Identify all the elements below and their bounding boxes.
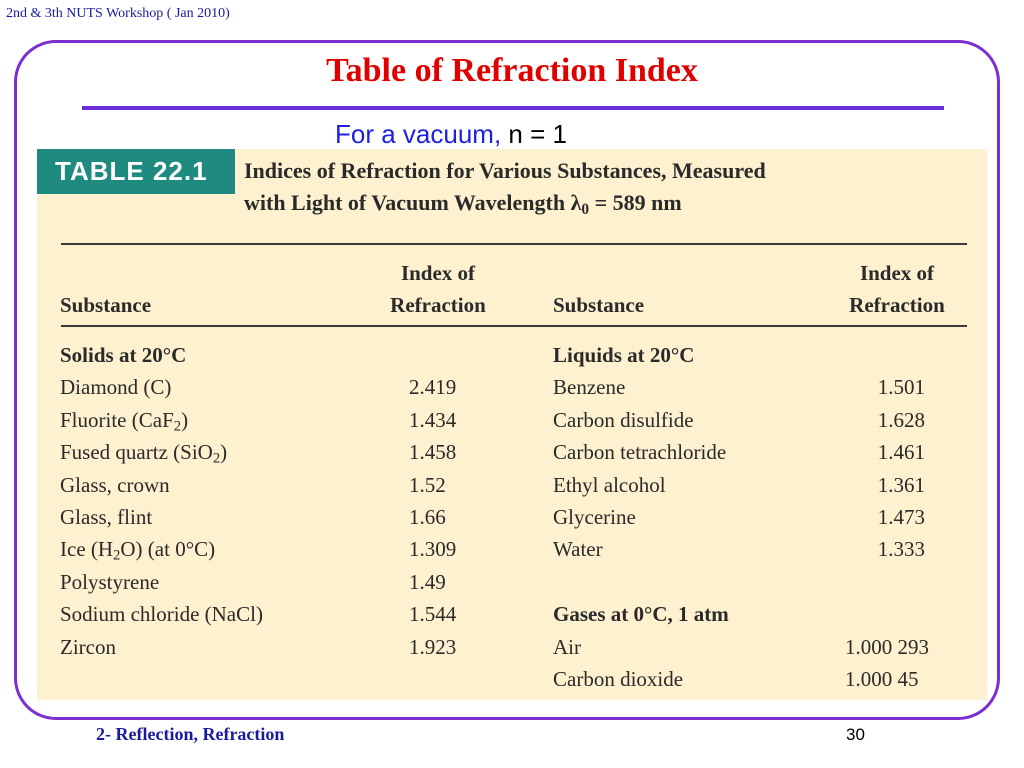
title-underline [82, 106, 944, 110]
column-header-index-left-line1: Index of [400, 261, 476, 285]
refraction-index-value: 1.544 [409, 602, 457, 627]
substance-name-text: Zircon [60, 634, 116, 659]
column-header-substance-left: Substance [60, 293, 152, 317]
substance-name-text: Fused quartz (SiO [60, 440, 213, 465]
vacuum-note: For a vacuum, n = 1 [335, 119, 567, 150]
column-header-substance-right: Substance [553, 293, 645, 317]
refraction-index-value: 1.434 [409, 407, 457, 432]
refraction-index-value: 1.000 293 [845, 634, 929, 659]
substance-name: Glycerine [553, 505, 636, 529]
refraction-index-value: 1.49 [409, 569, 446, 594]
substance-name-suffix: ) [220, 440, 228, 465]
substance-name: Fused quartz (SiO2) [60, 440, 228, 467]
table-badge: TABLE 22.1 [37, 149, 235, 194]
substance-name-text: Sodium chloride (NaCl) [60, 602, 263, 627]
substance-name-subscript: 2 [212, 450, 221, 467]
refraction-index-value: 1.66 [409, 505, 446, 529]
refraction-index-value: 1.000 45 [845, 667, 919, 691]
substance-name: Ethyl alcohol [553, 472, 666, 497]
column-header-index-right-line2: Refraction [849, 293, 945, 317]
substance-name: Carbon dioxide [553, 667, 684, 691]
substance-name-subscript: 2 [173, 418, 182, 435]
refraction-index-value: 1.309 [409, 537, 457, 562]
substance-name: Polystyrene [60, 570, 159, 595]
slide-title: Table of Refraction Index [326, 52, 698, 89]
refraction-index-value: 1.461 [877, 440, 925, 465]
substance-name-text: Glass, flint [60, 505, 153, 529]
substance-name-suffix: O) (at 0°C) [120, 537, 216, 562]
refraction-index-value: 2.419 [409, 375, 457, 400]
substance-name-text: Glass, crown [60, 472, 170, 497]
substance-name: Zircon [60, 635, 116, 660]
substance-name: Fluorite (CaF2) [60, 407, 189, 435]
workshop-header: 2nd & 3th NUTS Workshop ( Jan 2010) [6, 6, 230, 21]
caption-line-1: Indices of Refraction for Various Substa… [244, 158, 766, 183]
caption-line-2-subscript: 0 [581, 200, 590, 218]
substance-name-text: Fluorite (CaF [60, 407, 174, 432]
substance-name-subscript: 2 [113, 548, 121, 565]
refraction-index-value: 1.473 [877, 505, 925, 529]
column-header-index-right-line1: Index of [859, 261, 935, 285]
substance-name: Carbon tetrachloride [553, 440, 727, 465]
refraction-index-value: 1.628 [877, 407, 925, 432]
caption-line-2-suffix: = 589 nm [589, 190, 682, 215]
table-header-rule [61, 325, 967, 327]
refraction-index-value: 1.501 [877, 375, 925, 400]
substance-name: Glass, flint [60, 505, 152, 530]
column-header-index-left-line2: Refraction [390, 293, 486, 317]
substance-name-text: Diamond (C) [60, 375, 172, 400]
caption-line-2: with Light of Vacuum Wavelength λ0 = 589… [244, 187, 964, 219]
substance-name: Carbon disulfide [553, 407, 694, 432]
substance-name: Sodium chloride (NaCl) [60, 602, 263, 627]
substance-name: Water [553, 537, 603, 562]
refraction-index-value: 1.458 [409, 440, 457, 465]
group-heading-liquids: Liquids at 20°C [553, 343, 695, 367]
group-heading-solids: Solids at 20°C [60, 343, 187, 367]
vacuum-note-equation: n = 1 [508, 119, 567, 149]
table-caption: Indices of Refraction for Various Substa… [244, 155, 964, 219]
refraction-table: TABLE 22.1 Indices of Refraction for Var… [37, 149, 987, 700]
substance-name: Ice (H2O) (at 0°C) [60, 537, 216, 565]
vacuum-note-prefix: For a vacuum, [335, 119, 509, 149]
refraction-index-value: 1.361 [877, 472, 925, 497]
substance-name-suffix: ) [181, 407, 189, 432]
substance-name: Benzene [553, 375, 626, 400]
substance-name: Glass, crown [60, 473, 170, 498]
substance-name: Air [553, 634, 581, 659]
group-heading-gases: Gases at 0°C, 1 atm [553, 602, 729, 627]
table-top-rule [61, 243, 967, 245]
substance-name-text: Ice (H [60, 537, 114, 562]
substance-name: Diamond (C) [60, 375, 171, 400]
refraction-index-value: 1.333 [877, 537, 925, 562]
footer-section: 2- Reflection, Refraction [96, 724, 285, 744]
refraction-index-value: 1.923 [409, 634, 457, 659]
slide-frame [14, 40, 1000, 720]
page-number: 30 [846, 725, 865, 744]
caption-line-2-prefix: with Light of Vacuum Wavelength λ [244, 190, 582, 215]
refraction-index-value: 1.52 [409, 472, 446, 497]
substance-name-text: Polystyrene [60, 569, 160, 594]
